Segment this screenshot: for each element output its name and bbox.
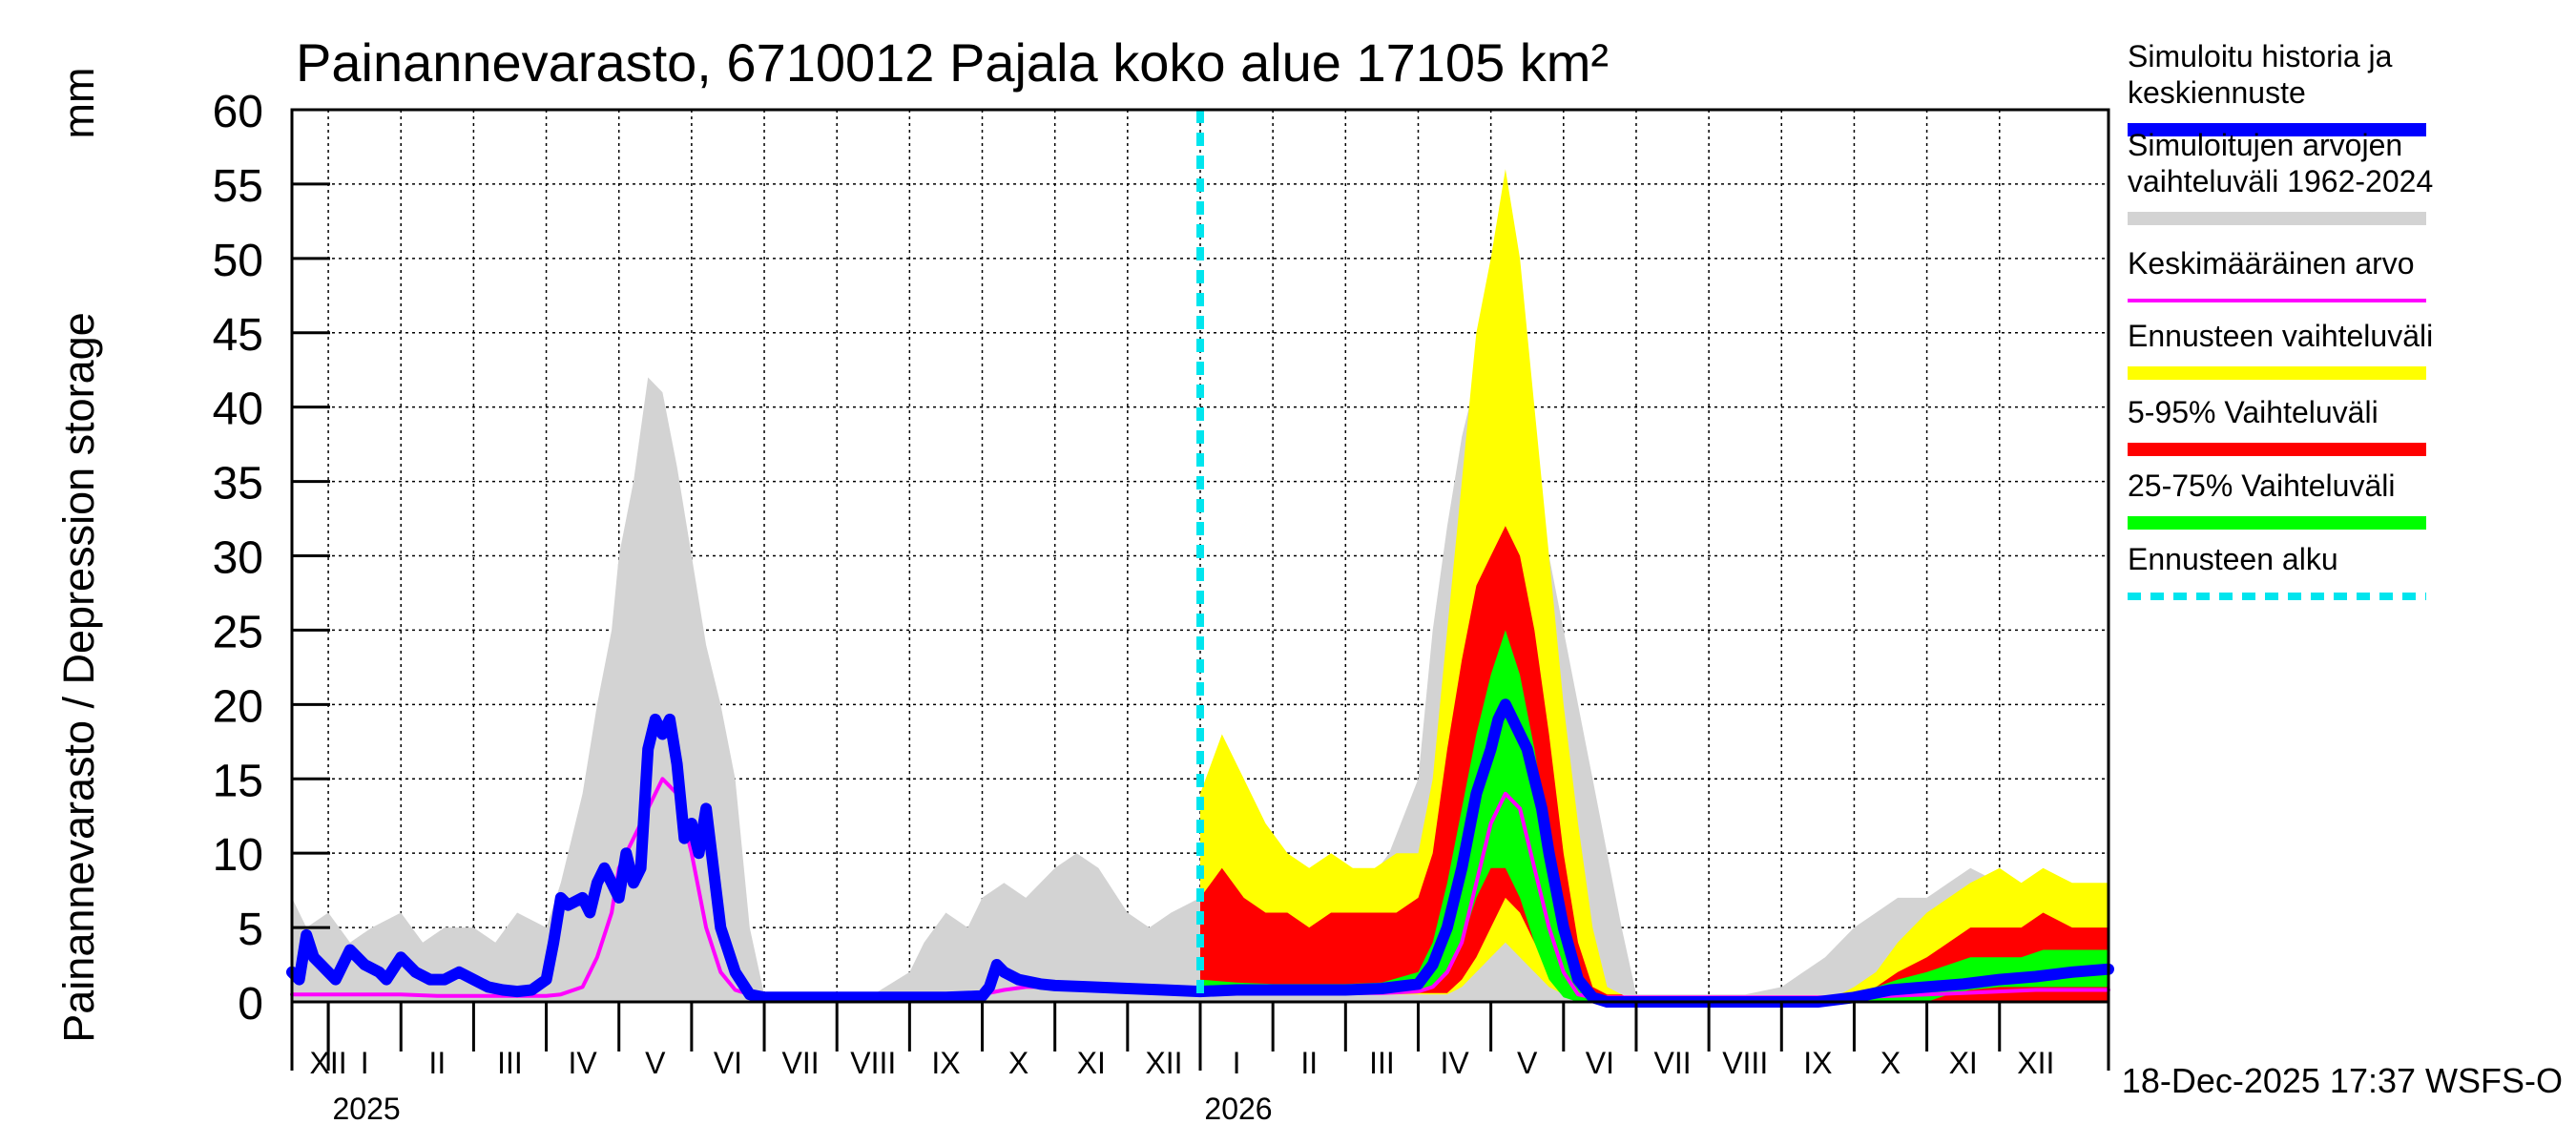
month-label: III bbox=[497, 1046, 523, 1080]
legend-label: 25-75% Vaihteluväli bbox=[2128, 468, 2395, 503]
month-label: IX bbox=[1803, 1046, 1832, 1080]
month-label: VII bbox=[1653, 1046, 1691, 1080]
y-tick-label: 60 bbox=[213, 87, 263, 137]
timestamp-footer: 18-Dec-2025 17:37 WSFS-O bbox=[2122, 1061, 2563, 1100]
legend-label: vaihteluväli 1962-2024 bbox=[2128, 164, 2433, 198]
month-label: XI bbox=[1949, 1046, 1978, 1080]
year-label: 2026 bbox=[1204, 1092, 1272, 1126]
y-tick-label: 15 bbox=[213, 756, 263, 806]
month-label: VII bbox=[782, 1046, 820, 1080]
month-label: X bbox=[1008, 1046, 1028, 1080]
y-tick-label: 25 bbox=[213, 607, 263, 657]
legend-label: keskiennuste bbox=[2128, 75, 2306, 110]
y-tick-label: 50 bbox=[213, 236, 263, 286]
legend-label: Simuloitu historia ja bbox=[2128, 39, 2393, 73]
chart-title: Painannevarasto, 6710012 Pajala koko alu… bbox=[296, 32, 1609, 93]
month-label: V bbox=[645, 1046, 666, 1080]
month-label: I bbox=[361, 1046, 369, 1080]
legend-label: Ennusteen vaihteluväli bbox=[2128, 319, 2433, 353]
y-tick-label: 55 bbox=[213, 161, 263, 212]
y-tick-label: 35 bbox=[213, 459, 263, 510]
month-label: VI bbox=[1586, 1046, 1614, 1080]
month-label: XII bbox=[2017, 1046, 2054, 1080]
month-label: II bbox=[428, 1046, 446, 1080]
y-axis-label: Painannevarasto / Depression storage bbox=[54, 312, 103, 1042]
month-label: V bbox=[1517, 1046, 1538, 1080]
y-unit-label: mm bbox=[54, 68, 103, 139]
month-label: II bbox=[1300, 1046, 1318, 1080]
month-label: VI bbox=[714, 1046, 742, 1080]
y-tick-label: 10 bbox=[213, 830, 263, 881]
legend-label: 5-95% Vaihteluväli bbox=[2128, 395, 2379, 429]
month-label: III bbox=[1369, 1046, 1395, 1080]
legend-label: Keskimääräinen arvo bbox=[2128, 246, 2415, 281]
month-label: VIII bbox=[1722, 1046, 1768, 1080]
band-2 bbox=[1200, 526, 2109, 1002]
y-tick-label: 30 bbox=[213, 533, 263, 584]
depression-storage-chart: Painannevarasto, 6710012 Pajala koko alu… bbox=[0, 0, 2576, 1145]
y-tick-label: 0 bbox=[238, 979, 263, 1030]
month-label: IV bbox=[569, 1046, 598, 1080]
month-label: I bbox=[1233, 1046, 1241, 1080]
y-tick-label: 20 bbox=[213, 681, 263, 732]
y-tick-label: 45 bbox=[213, 310, 263, 361]
month-label: VIII bbox=[850, 1046, 896, 1080]
month-label: XI bbox=[1077, 1046, 1106, 1080]
month-label: IX bbox=[931, 1046, 960, 1080]
year-label: 2025 bbox=[332, 1092, 400, 1126]
legend-label: Simuloitujen arvojen bbox=[2128, 128, 2402, 162]
month-label: IV bbox=[1440, 1046, 1469, 1080]
y-tick-label: 40 bbox=[213, 385, 263, 435]
legend-label: Ennusteen alku bbox=[2128, 542, 2338, 576]
month-label: X bbox=[1880, 1046, 1901, 1080]
y-tick-label: 5 bbox=[238, 905, 263, 955]
month-label: XII bbox=[1145, 1046, 1182, 1080]
